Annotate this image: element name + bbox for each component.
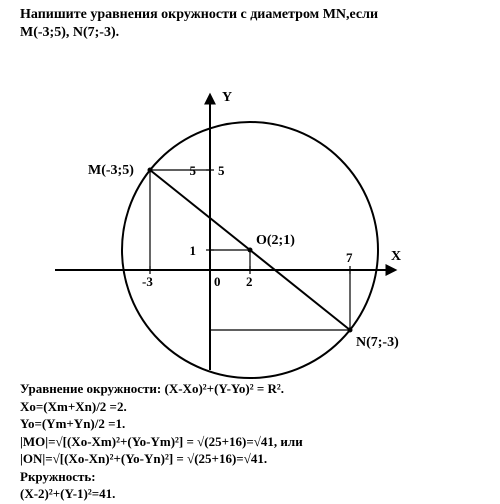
circle-diagram: Y X 0 -3 2 7 1 5 M(-3;5) N(7;-3) O(2;1) 5 — [0, 40, 500, 380]
solution-line: (X-2)²+(Y-1)²=41. — [20, 486, 115, 501]
x-tick-label: 7 — [346, 250, 353, 265]
point-m — [148, 168, 153, 173]
origin-label: 0 — [214, 274, 221, 289]
problem-statement: Напишите уравнения окружности с диаметро… — [20, 6, 480, 41]
point-o — [248, 248, 253, 253]
diagram-container: Y X 0 -3 2 7 1 5 M(-3;5) N(7;-3) O(2;1) 5 — [0, 40, 500, 380]
point-m-label: M(-3;5) — [88, 163, 134, 178]
y-axis-label: Y — [222, 90, 232, 105]
point-n-label: N(7;-3) — [356, 335, 399, 350]
x-axis-label: X — [391, 249, 401, 264]
solution-line: Ркружность: — [20, 469, 96, 484]
solution-line: |MO|=√[(Xo-Xm)²+(Yo-Ym)²] = √(25+16)=√41… — [20, 434, 303, 449]
y-tick-label-5-right: 5 — [218, 163, 225, 178]
problem-line2: M(-3;5), N(7;-3). — [20, 25, 119, 40]
y-tick-label: 5 — [190, 163, 197, 178]
solution-line: Xo=(Xm+Xn)/2 =2. — [20, 399, 127, 414]
solution-line: |ON|=√[(Xo-Xn)²+(Yo-Yn)²] = √(25+16)=√41… — [20, 451, 267, 466]
solution-block: Уравнение окружности: (X-Xo)²+(Y-Yo)² = … — [20, 380, 480, 503]
point-o-label: O(2;1) — [256, 233, 295, 248]
solution-line: Yo=(Ym+Yn)/2 =1. — [20, 416, 125, 431]
page: Напишите уравнения окружности с диаметро… — [0, 0, 500, 504]
problem-line1: Напишите уравнения окружности с диаметро… — [20, 7, 378, 22]
point-n — [348, 328, 353, 333]
x-tick-label: 2 — [246, 274, 253, 289]
x-tick-label: -3 — [142, 274, 153, 289]
y-tick-label: 1 — [190, 243, 197, 258]
solution-line: Уравнение окружности: (X-Xo)²+(Y-Yo)² = … — [20, 381, 284, 396]
